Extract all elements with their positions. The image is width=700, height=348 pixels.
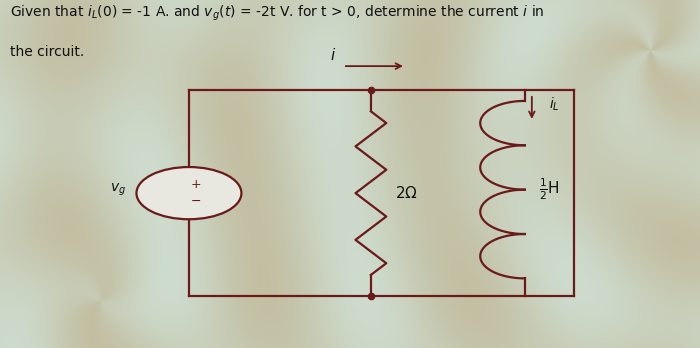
Text: $i_L$: $i_L$ bbox=[550, 96, 560, 113]
Text: the circuit.: the circuit. bbox=[10, 45, 85, 59]
Text: +: + bbox=[190, 178, 202, 191]
Text: Given that $i_L(0)$ = -1 A. and $v_g(t)$ = -2t V. for t > 0, determine the curre: Given that $i_L(0)$ = -1 A. and $v_g(t)$… bbox=[10, 3, 545, 23]
Text: 2$\Omega$: 2$\Omega$ bbox=[395, 185, 418, 201]
Text: $\frac{1}{2}$H: $\frac{1}{2}$H bbox=[539, 177, 559, 203]
Text: $v_g$: $v_g$ bbox=[110, 182, 126, 198]
Text: $i$: $i$ bbox=[330, 47, 336, 63]
Text: −: − bbox=[190, 195, 201, 208]
Circle shape bbox=[136, 167, 241, 219]
